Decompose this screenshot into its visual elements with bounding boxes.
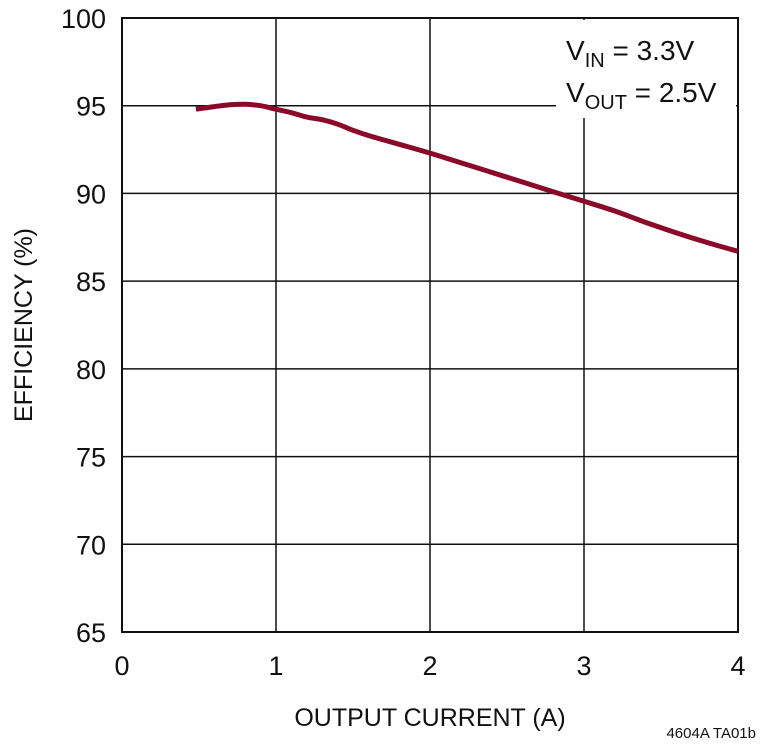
x-tick-labels: 0 1 2 3 4: [114, 651, 745, 681]
annotation-vin: VIN = 3.3V: [566, 35, 695, 72]
plot-frame: [121, 17, 739, 633]
y-tick-label: 90: [76, 179, 106, 209]
y-tick-label: 100: [61, 4, 106, 34]
annotation-background: [556, 20, 736, 118]
y-tick-labels: 100 95 90 85 80 75 70 65: [61, 4, 106, 648]
x-tick-label: 3: [576, 651, 591, 681]
series-layer: [195, 101, 739, 254]
y-tick-label: 65: [76, 618, 106, 648]
x-tick-label: 0: [114, 651, 129, 681]
y-tick-label: 70: [76, 530, 106, 560]
y-tick-label: 85: [76, 267, 106, 297]
y-axis-title: EFFICIENCY (%): [10, 228, 38, 422]
figure-id: 4604A TA01b: [666, 725, 756, 742]
x-tick-label: 4: [730, 651, 745, 681]
annotation-box: VIN = 3.3V VOUT = 2.5V: [556, 20, 736, 118]
x-tick-label: 1: [268, 651, 283, 681]
annotation-vout: VOUT = 2.5V: [566, 77, 717, 114]
efficiency-curve: [195, 101, 739, 254]
x-axis-title: OUTPUT CURRENT (A): [294, 704, 565, 732]
y-tick-label: 95: [76, 92, 106, 122]
y-tick-label: 80: [76, 355, 106, 385]
x-tick-label: 2: [422, 651, 437, 681]
y-tick-label: 75: [76, 443, 106, 473]
